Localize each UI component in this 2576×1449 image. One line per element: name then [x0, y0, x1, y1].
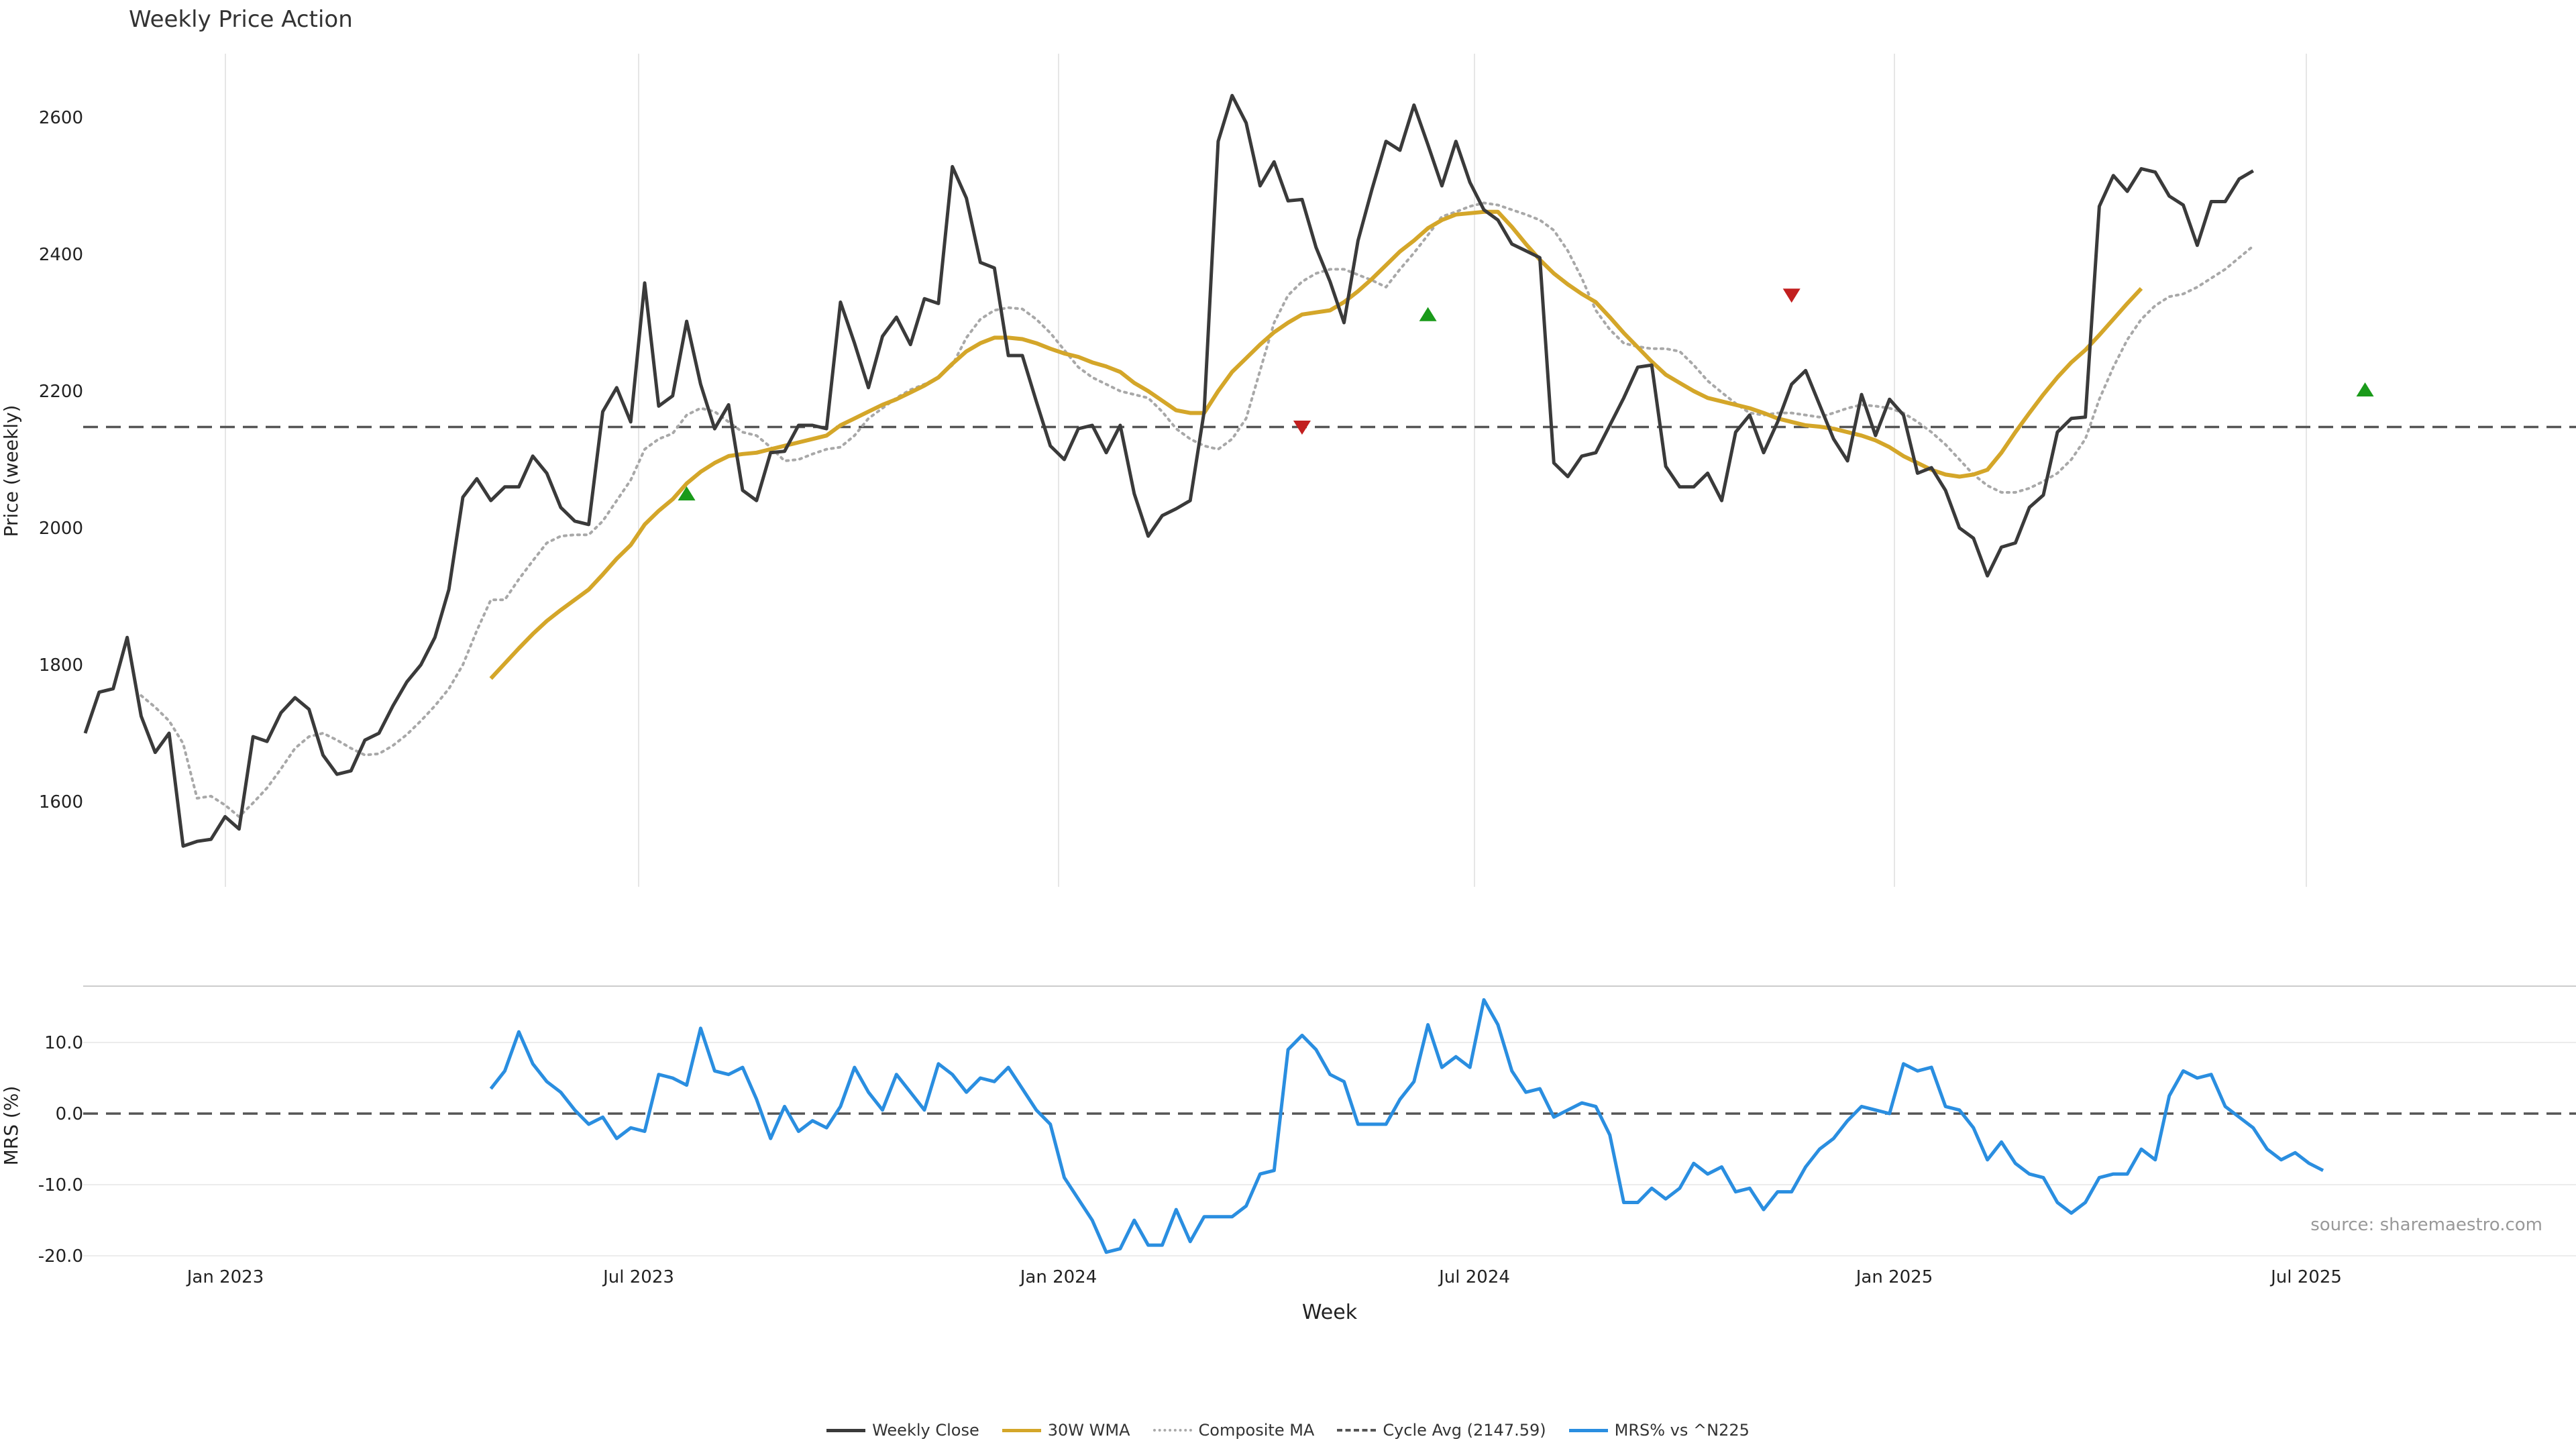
x-tick-label: Jan 2024: [1019, 1267, 1097, 1287]
legend-swatch-weekly-close: [826, 1428, 866, 1432]
legend-label: Cycle Avg (2147.59): [1383, 1421, 1546, 1440]
sell-signal-marker: [1293, 421, 1311, 435]
x-tick-label: Jul 2025: [2269, 1267, 2342, 1287]
mrs-axis-label: MRS (%): [0, 1086, 22, 1166]
price-series-composite-ma: [140, 201, 2255, 818]
x-tick-label: Jul 2023: [602, 1267, 674, 1287]
legend-item-30w-wma: 30W WMA: [1002, 1421, 1130, 1440]
chart-title: Weekly Price Action: [129, 6, 353, 33]
sell-signal-marker: [1782, 288, 1801, 303]
price-y-tick-label: 2600: [39, 108, 83, 128]
x-tick-label: Jan 2023: [186, 1267, 264, 1287]
legend-label: 30W WMA: [1047, 1421, 1130, 1440]
price-y-tick-label: 1800: [39, 655, 83, 676]
legend-swatch-composite-ma: [1152, 1429, 1192, 1432]
price-series-30w-wma: [489, 209, 2143, 680]
price-series-weekly-close: [83, 93, 2255, 848]
price-y-tick-label: 2000: [39, 519, 83, 539]
x-tick-label: Jul 2024: [1438, 1267, 1510, 1287]
price-plot-area: 1600 1800 2000 2200 2400 2600: [39, 54, 2576, 887]
mrs-plot-area: 10.0 0.0 -10.0 -20.0 Jan 2023 Jul 2023 Jan 202…: [38, 985, 2576, 1287]
buy-signal-marker: [2356, 382, 2374, 396]
chart-legend: Weekly Close 30W WMA Composite MA Cycle …: [0, 1417, 2576, 1444]
price-y-tick-label: 1600: [39, 792, 83, 812]
buy-signal-marker: [1419, 307, 1437, 321]
mrs-y-tick-label: 10.0: [44, 1033, 83, 1053]
price-y-tick-label: 2400: [39, 245, 83, 265]
legend-label: MRS% vs ^N225: [1614, 1421, 1750, 1440]
legend-swatch-mrs: [1568, 1428, 1608, 1432]
buy-signal-marker: [678, 486, 696, 500]
legend-swatch-30w-wma: [1002, 1428, 1041, 1432]
legend-item-weekly-close: Weekly Close: [826, 1421, 979, 1440]
legend-label: Weekly Close: [872, 1421, 979, 1440]
legend-item-mrs: MRS% vs ^N225: [1568, 1421, 1750, 1440]
legend-item-cycle-avg: Cycle Avg (2147.59): [1337, 1421, 1546, 1440]
legend-swatch-cycle-avg: [1337, 1429, 1377, 1432]
mrs-y-tick-label: -20.0: [38, 1246, 83, 1267]
mrs-y-tick-label: -10.0: [38, 1175, 83, 1195]
mrs-series-mrs-vs-n225: [489, 998, 2324, 1254]
legend-label: Composite MA: [1198, 1421, 1315, 1440]
price-axis-label: Price (weekly): [0, 405, 22, 537]
legend-item-composite-ma: Composite MA: [1152, 1421, 1315, 1440]
source-annotation: source: sharemaestro.com: [2310, 1215, 2542, 1235]
x-axis-label: Week: [1302, 1301, 1358, 1324]
price-y-tick-label: 2200: [39, 382, 83, 402]
x-tick-label: Jan 2025: [1855, 1267, 1933, 1287]
mrs-y-tick-label: 0.0: [56, 1104, 83, 1124]
